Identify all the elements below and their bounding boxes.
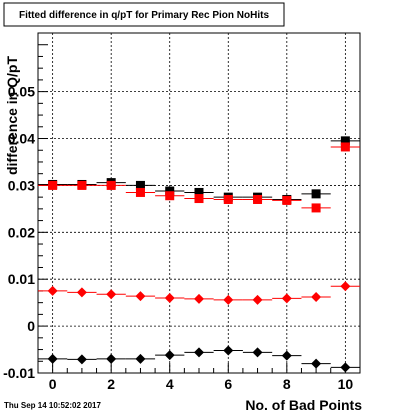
- x-axis-title: No. of Bad Points: [245, 397, 362, 413]
- title-box-frame: [3, 2, 285, 27]
- data-point: [194, 293, 204, 304]
- x-tick-label: 8: [283, 376, 291, 392]
- title-box: Fitted difference in q/pT for Primary Re…: [3, 2, 285, 27]
- data-point: [47, 285, 58, 296]
- tick-labels: 0 2 4 6 8 10 -0.01 0 0.01 0.02 0.03 0.04 0.05: [3, 84, 353, 392]
- y-tick-label: 0.03: [8, 177, 35, 193]
- data-point: [252, 347, 263, 358]
- y-tick-label: 0: [27, 318, 35, 334]
- data-point: [164, 350, 175, 361]
- y-tick-label: 0.01: [8, 271, 35, 287]
- timestamp: Thu Sep 14 10:52:02 2017: [4, 401, 101, 410]
- data-point: [48, 180, 58, 190]
- data-point: [282, 195, 292, 205]
- data-point: [223, 294, 234, 305]
- data-point: [135, 180, 145, 190]
- data-point: [135, 353, 146, 364]
- data-point: [106, 353, 117, 364]
- data-point: [311, 292, 322, 303]
- data-point: [252, 294, 263, 305]
- data-point: [165, 191, 175, 201]
- data-point: [194, 187, 204, 197]
- x-tick-label: 2: [107, 376, 115, 392]
- series-4: [38, 345, 360, 373]
- series-3: [38, 281, 360, 305]
- chart-title: Fitted difference in q/pT for Primary Re…: [19, 10, 269, 21]
- data-point: [311, 189, 321, 199]
- data-point: [194, 194, 204, 204]
- data-point: [340, 142, 350, 152]
- data-point: [194, 347, 204, 358]
- data-point: [106, 180, 116, 190]
- data-point: [281, 293, 292, 304]
- x-tick-label: 6: [224, 376, 232, 392]
- data-point: [311, 203, 321, 213]
- y-axis-title: difference in Q/pT: [4, 56, 20, 175]
- data-point: [223, 194, 233, 204]
- data-point: [340, 136, 350, 146]
- y-tick-label: 0.05: [8, 84, 35, 100]
- data-point: [77, 180, 87, 190]
- axis-ticks: [37, 32, 361, 374]
- x-tick-label: 0: [49, 376, 57, 392]
- data-point: [106, 289, 117, 300]
- x-tick-label: 10: [338, 376, 354, 392]
- series-2: [38, 142, 360, 213]
- data-point: [47, 353, 58, 364]
- data-point: [76, 354, 87, 365]
- data-series: [38, 136, 360, 373]
- data-point: [135, 187, 145, 197]
- data-point: [76, 287, 87, 298]
- data-point: [135, 291, 146, 302]
- data-point: [165, 186, 175, 196]
- y-tick-label: -0.01: [3, 365, 35, 381]
- data-point: [164, 292, 175, 303]
- data-point: [223, 345, 234, 356]
- y-tick-label: 0.04: [8, 131, 35, 147]
- data-point: [253, 194, 263, 204]
- x-tick-label: 4: [166, 376, 174, 392]
- data-point: [281, 350, 292, 361]
- data-point: [340, 362, 351, 373]
- data-point: [311, 358, 322, 369]
- y-tick-label: 0.02: [8, 224, 35, 240]
- data-point: [340, 281, 351, 292]
